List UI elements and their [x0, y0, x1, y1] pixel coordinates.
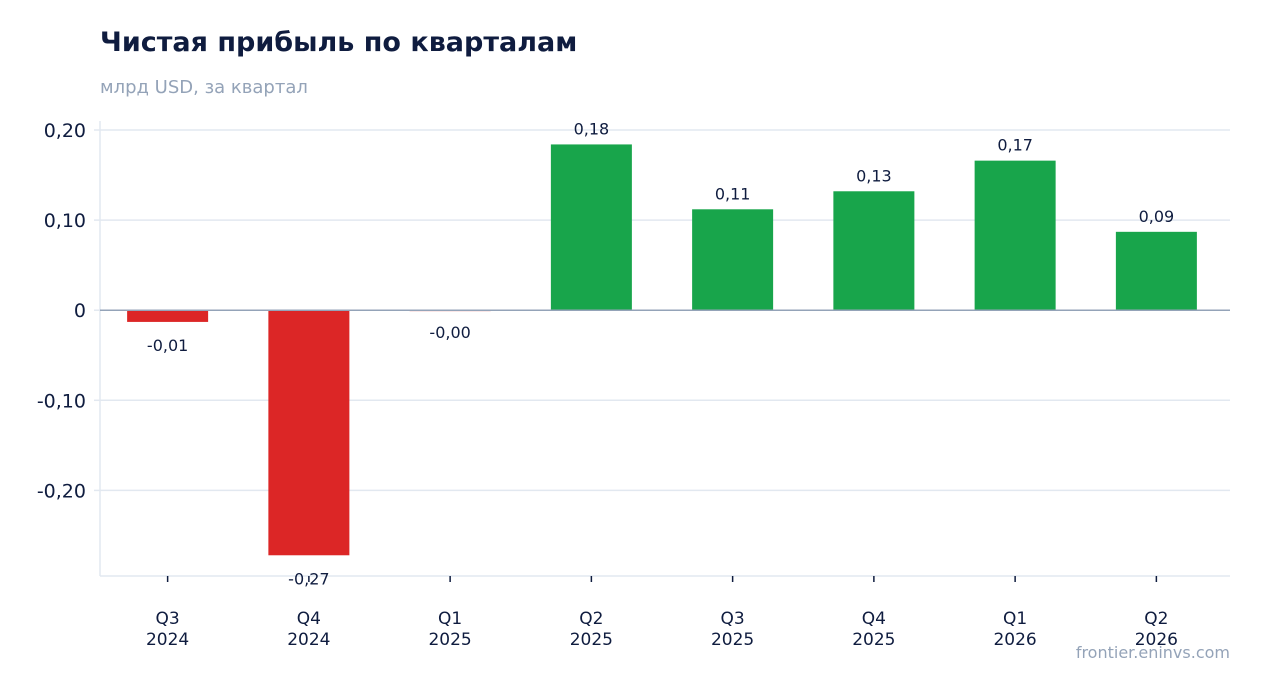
x-tick-label-quarter: Q1 — [438, 609, 462, 629]
y-tick-label: -0,20 — [37, 480, 86, 502]
data-label: -0,00 — [429, 323, 470, 342]
x-tick-label-year: 2025 — [711, 630, 754, 650]
bar — [833, 191, 915, 311]
source-watermark: frontier.eninvs.com — [1075, 643, 1230, 662]
y-tick-label: 0,10 — [44, 210, 86, 232]
x-tick-label-quarter: Q2 — [1144, 609, 1168, 629]
chart-title: Чистая прибыль по кварталам — [100, 27, 578, 58]
bar — [1115, 231, 1197, 311]
x-tick-label-year: 2024 — [146, 630, 189, 650]
data-label: 0,11 — [715, 184, 751, 203]
data-label: -0,01 — [147, 336, 188, 355]
x-tick-label-year: 2024 — [287, 630, 330, 650]
x-tick-label-year: 2025 — [428, 630, 471, 650]
chart-subtitle: млрд USD, за квартал — [100, 77, 308, 98]
bar — [974, 160, 1056, 311]
x-tick-label-quarter: Q4 — [297, 609, 321, 629]
x-tick-label-year: 2026 — [993, 630, 1036, 650]
y-tick-label: -0,10 — [37, 390, 86, 412]
x-tick-label-quarter: Q2 — [579, 609, 603, 629]
data-label: 0,13 — [856, 166, 892, 185]
bar — [127, 310, 209, 322]
data-label: 0,09 — [1139, 207, 1175, 226]
data-label: 0,17 — [997, 136, 1033, 155]
bar — [550, 144, 632, 311]
x-tick-label-quarter: Q3 — [721, 609, 745, 629]
bar — [692, 209, 774, 311]
bar — [268, 310, 350, 556]
x-tick-label-year: 2025 — [570, 630, 613, 650]
x-tick-label-year: 2026 — [1135, 630, 1178, 650]
data-label: 0,18 — [574, 119, 610, 138]
y-tick-label: 0,20 — [44, 120, 86, 142]
y-tick-label: 0 — [74, 300, 86, 322]
x-tick-label-quarter: Q3 — [156, 609, 180, 629]
x-tick-label-year: 2025 — [852, 630, 895, 650]
x-tick-label-quarter: Q4 — [862, 609, 886, 629]
x-tick-label-quarter: Q1 — [1003, 609, 1027, 629]
